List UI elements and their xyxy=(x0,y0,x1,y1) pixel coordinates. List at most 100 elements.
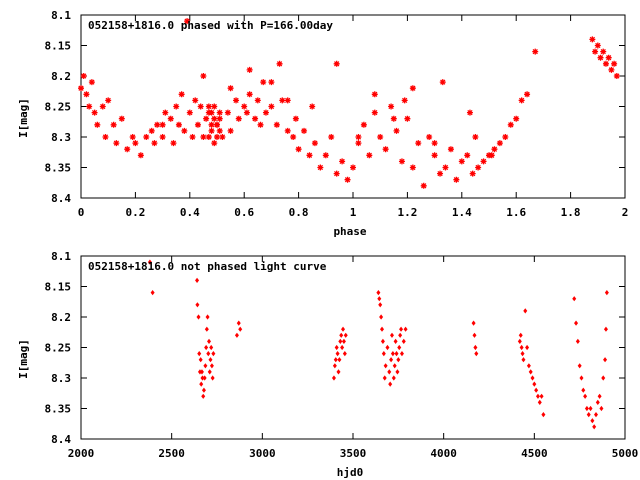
data-point xyxy=(88,79,95,86)
data-point xyxy=(382,375,387,381)
data-point xyxy=(306,152,313,159)
data-point xyxy=(208,357,213,363)
data-point xyxy=(295,146,302,153)
data-point xyxy=(257,121,264,128)
x-tick-label: 0.6 xyxy=(234,206,254,219)
data-point xyxy=(199,369,204,375)
data-point xyxy=(388,103,395,110)
data-point xyxy=(391,375,396,381)
data-point xyxy=(268,103,275,110)
x-tick-label: 1.4 xyxy=(452,206,472,219)
data-point xyxy=(335,351,340,357)
data-point xyxy=(575,338,580,344)
data-point xyxy=(537,399,542,405)
x-tick-label: 3000 xyxy=(249,447,276,460)
data-point xyxy=(532,48,539,55)
data-point xyxy=(200,73,207,79)
x-tick-label: 1.6 xyxy=(506,206,526,219)
data-point xyxy=(118,115,125,122)
data-point xyxy=(409,85,416,92)
data-point xyxy=(396,357,401,363)
data-point xyxy=(309,103,316,110)
data-point xyxy=(581,387,586,393)
data-point xyxy=(385,344,390,351)
data-point xyxy=(603,326,608,332)
data-point xyxy=(404,115,411,122)
x-tick-label: 0.4 xyxy=(180,206,200,219)
y-tick-label: 8.25 xyxy=(45,101,72,114)
data-point xyxy=(355,140,362,147)
y-tick-label: 8.35 xyxy=(45,403,72,416)
data-point xyxy=(593,412,598,418)
data-point xyxy=(480,158,487,165)
data-point xyxy=(203,363,208,369)
data-point xyxy=(380,326,385,332)
data-point xyxy=(254,97,261,104)
data-point xyxy=(507,121,514,128)
data-point xyxy=(528,369,533,375)
data-point xyxy=(214,134,220,140)
data-point xyxy=(472,134,479,140)
data-point xyxy=(154,121,161,128)
data-point xyxy=(611,60,618,67)
data-point xyxy=(337,357,342,363)
data-point xyxy=(336,369,341,375)
data-point xyxy=(594,42,601,49)
data-point xyxy=(399,351,404,357)
data-point xyxy=(574,320,579,326)
data-point xyxy=(338,338,343,344)
x-tick-label: 1.8 xyxy=(561,206,581,219)
data-point xyxy=(458,158,465,165)
data-point xyxy=(601,375,606,381)
x-tick-label: 1 xyxy=(350,206,357,219)
data-point xyxy=(595,399,600,405)
data-point xyxy=(397,344,402,351)
data-point xyxy=(341,326,346,332)
data-point xyxy=(488,152,495,159)
data-point xyxy=(577,363,582,369)
data-point xyxy=(124,146,131,153)
data-point xyxy=(99,103,106,110)
data-point xyxy=(599,405,604,412)
data-point xyxy=(162,109,169,116)
data-point xyxy=(466,109,473,116)
x-tick-label: 2500 xyxy=(158,447,185,460)
data-point xyxy=(201,393,206,399)
data-point xyxy=(198,357,203,363)
data-point xyxy=(378,302,383,308)
data-point xyxy=(209,363,214,369)
data-point xyxy=(590,418,595,424)
data-point xyxy=(600,48,607,55)
data-point xyxy=(526,363,531,369)
unphased-data-points xyxy=(147,259,609,430)
data-point xyxy=(173,103,180,110)
data-point xyxy=(279,97,286,104)
data-point xyxy=(602,60,609,67)
data-point xyxy=(78,85,84,92)
data-point xyxy=(91,109,98,116)
data-point xyxy=(205,103,212,110)
data-point xyxy=(238,326,243,332)
data-point xyxy=(380,338,385,344)
data-point xyxy=(236,320,241,326)
data-point xyxy=(442,164,449,171)
data-point xyxy=(597,393,602,399)
data-point xyxy=(502,134,509,140)
data-point xyxy=(473,344,478,351)
phased-y-ticks: 8.1 8.15 8.2 8.25 8.3 8.35 8.4 xyxy=(45,9,625,205)
data-point xyxy=(389,357,394,363)
data-point xyxy=(197,103,204,110)
x-tick-label: 4000 xyxy=(430,447,457,460)
data-point xyxy=(273,121,280,128)
data-point xyxy=(209,344,214,351)
data-point xyxy=(102,134,109,140)
data-point xyxy=(200,375,205,381)
data-point xyxy=(579,375,584,381)
data-point xyxy=(268,79,275,86)
data-point xyxy=(339,158,346,165)
data-point xyxy=(340,344,345,351)
data-point xyxy=(471,320,476,326)
data-point xyxy=(588,405,593,412)
data-point xyxy=(608,66,615,73)
